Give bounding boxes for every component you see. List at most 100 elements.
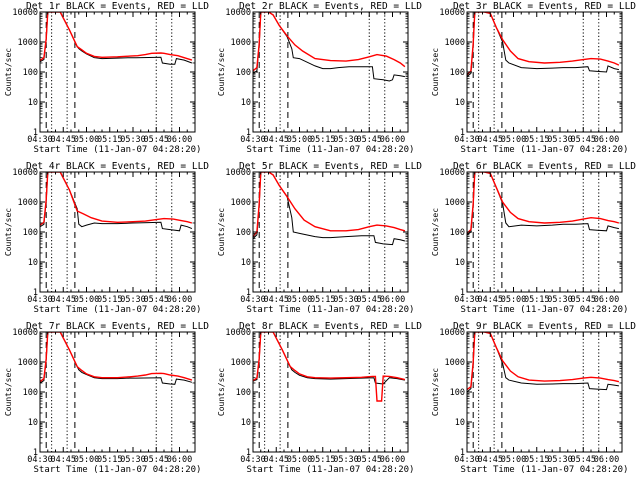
event-markers bbox=[472, 12, 600, 132]
x-tick-label: 05:15 bbox=[524, 295, 550, 305]
y-tick-label: 100 bbox=[450, 228, 465, 238]
series-group bbox=[467, 172, 620, 236]
x-tick-label: 04:30 bbox=[240, 455, 266, 465]
y-tick-label: 10 bbox=[28, 98, 38, 108]
x-axis-label: Start Time (11-Jan-07 04:28:20) bbox=[461, 145, 629, 155]
x-tick-label: 06:00 bbox=[167, 135, 193, 145]
y-tick-label: 1000 bbox=[18, 198, 38, 208]
detector-panel: Det 8r BLACK = Events, RED = LLD 1 10 100 10… bbox=[217, 321, 422, 475]
x-tick-label: 05:45 bbox=[570, 295, 596, 305]
x-tick-label: 04:30 bbox=[27, 135, 53, 145]
x-tick-label: 05:45 bbox=[143, 295, 169, 305]
detector-panel: Det 6r BLACK = Events, RED = LLD 1 10 100 10… bbox=[431, 161, 636, 315]
x-tick-label: 05:15 bbox=[310, 455, 336, 465]
events-series-line bbox=[40, 172, 193, 232]
x-tick-label: 05:00 bbox=[74, 455, 100, 465]
events-series-line bbox=[467, 172, 620, 236]
events-series-line bbox=[40, 332, 193, 385]
x-tick-label: 05:15 bbox=[97, 455, 123, 465]
detector-panel: Det 4r BLACK = Events, RED = LLD 1 10 100 10… bbox=[4, 161, 209, 315]
x-tick-label: 05:30 bbox=[333, 455, 359, 465]
x-tick-label: 04:30 bbox=[454, 455, 480, 465]
detector-panel: Det 5r BLACK = Events, RED = LLD 1 10 100 10… bbox=[217, 161, 422, 315]
y-axis-label: Counts/sec bbox=[431, 208, 440, 256]
y-tick-label: 10 bbox=[28, 258, 38, 268]
y-tick-label: 10 bbox=[455, 98, 465, 108]
y-tick-label: 1 bbox=[460, 128, 465, 138]
y-tick-label: 10 bbox=[28, 418, 38, 428]
y-tick-label: 10000 bbox=[12, 328, 38, 338]
panel-title: Det 5r BLACK = Events, RED = LLD bbox=[239, 161, 422, 172]
lld-series-line bbox=[40, 332, 193, 383]
y-tick-label: 1000 bbox=[445, 38, 465, 48]
x-axis-label: Start Time (11-Jan-07 04:28:20) bbox=[247, 465, 415, 475]
panel-title: Det 4r BLACK = Events, RED = LLD bbox=[26, 161, 209, 172]
x-tick-label: 04:30 bbox=[454, 295, 480, 305]
x-tick-label: 05:30 bbox=[333, 135, 359, 145]
x-tick-label: 05:45 bbox=[570, 455, 596, 465]
y-tick-label: 100 bbox=[236, 388, 251, 398]
x-tick-label: 05:45 bbox=[356, 135, 382, 145]
y-tick-label: 10 bbox=[455, 258, 465, 268]
detector-panel: Det 7r BLACK = Events, RED = LLD 1 10 100 10… bbox=[4, 321, 209, 475]
events-series-line bbox=[253, 172, 406, 246]
panel-title: Det 3r BLACK = Events, RED = LLD bbox=[453, 1, 636, 12]
x-tick-label: 05:15 bbox=[310, 295, 336, 305]
events-series-line bbox=[253, 12, 405, 82]
y-tick-label: 1 bbox=[460, 448, 465, 458]
detector-panel: Det 3r BLACK = Events, RED = LLD 1 10 100 10… bbox=[431, 1, 636, 155]
x-tick-label: 06:00 bbox=[380, 295, 406, 305]
y-tick-label: 100 bbox=[236, 228, 251, 238]
x-tick-label: 05:00 bbox=[287, 455, 313, 465]
lld-series-line bbox=[467, 172, 620, 234]
x-tick-label: 05:30 bbox=[120, 455, 146, 465]
x-tick-label: 05:15 bbox=[524, 455, 550, 465]
x-tick-label: 05:30 bbox=[333, 295, 359, 305]
series-group bbox=[467, 12, 620, 77]
events-series-line bbox=[40, 12, 193, 65]
series-group bbox=[40, 172, 193, 232]
x-tick-label: 05:15 bbox=[310, 135, 336, 145]
x-tick-label: 05:45 bbox=[356, 455, 382, 465]
x-tick-label: 04:45 bbox=[477, 455, 503, 465]
lld-series-line bbox=[253, 332, 406, 402]
y-tick-label: 1000 bbox=[18, 38, 38, 48]
detector-panel: Det 1r BLACK = Events, RED = LLD 1 10 100 10… bbox=[4, 1, 209, 155]
y-tick-label: 1000 bbox=[445, 198, 465, 208]
y-axis-label: Counts/sec bbox=[4, 48, 13, 96]
x-tick-label: 04:45 bbox=[477, 295, 503, 305]
y-tick-label: 100 bbox=[450, 388, 465, 398]
y-tick-label: 1 bbox=[246, 128, 251, 138]
x-tick-label: 04:45 bbox=[263, 135, 289, 145]
y-tick-label: 10000 bbox=[225, 168, 251, 178]
panel-title: Det 6r BLACK = Events, RED = LLD bbox=[453, 161, 636, 172]
x-tick-label: 06:00 bbox=[594, 135, 620, 145]
y-axis-label: Counts/sec bbox=[431, 48, 440, 96]
x-tick-label: 04:45 bbox=[50, 135, 76, 145]
x-tick-label: 06:00 bbox=[167, 455, 193, 465]
y-tick-label: 1 bbox=[33, 288, 38, 298]
x-tick-label: 05:00 bbox=[501, 295, 527, 305]
y-tick-label: 1000 bbox=[445, 358, 465, 368]
panel-title: Det 8r BLACK = Events, RED = LLD bbox=[239, 321, 422, 332]
y-tick-label: 100 bbox=[23, 68, 38, 78]
x-tick-label: 05:45 bbox=[356, 295, 382, 305]
x-tick-label: 05:00 bbox=[287, 295, 313, 305]
x-tick-label: 05:45 bbox=[143, 135, 169, 145]
x-tick-label: 04:30 bbox=[27, 455, 53, 465]
x-tick-label: 04:45 bbox=[50, 455, 76, 465]
panel-title: Det 1r BLACK = Events, RED = LLD bbox=[26, 1, 209, 12]
event-markers bbox=[45, 12, 173, 132]
y-tick-label: 10000 bbox=[439, 8, 465, 18]
lld-series-line bbox=[40, 172, 193, 226]
x-axis-label: Start Time (11-Jan-07 04:28:20) bbox=[34, 465, 202, 475]
x-tick-label: 04:45 bbox=[263, 455, 289, 465]
x-tick-label: 05:30 bbox=[120, 135, 146, 145]
lld-series-line bbox=[253, 172, 406, 238]
x-axis-label: Start Time (11-Jan-07 04:28:20) bbox=[461, 465, 629, 475]
x-tick-label: 04:30 bbox=[27, 295, 53, 305]
series-group bbox=[40, 12, 193, 65]
y-tick-label: 10000 bbox=[439, 168, 465, 178]
y-tick-label: 10000 bbox=[225, 328, 251, 338]
x-tick-label: 05:00 bbox=[74, 135, 100, 145]
